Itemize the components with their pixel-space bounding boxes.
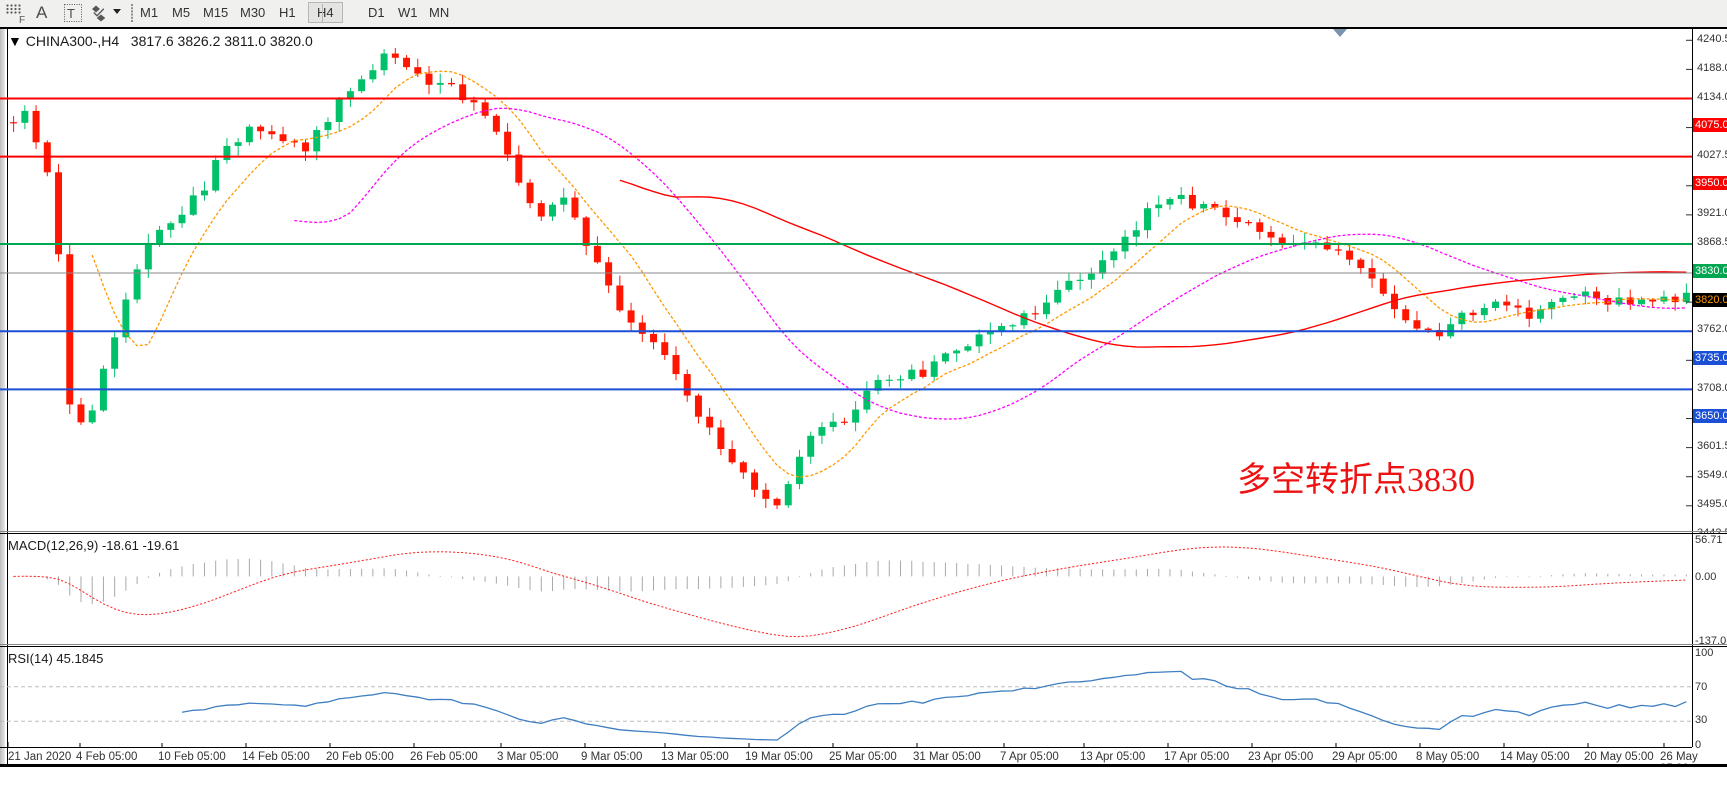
svg-text:T: T	[67, 6, 75, 21]
svg-text:F: F	[19, 15, 25, 24]
